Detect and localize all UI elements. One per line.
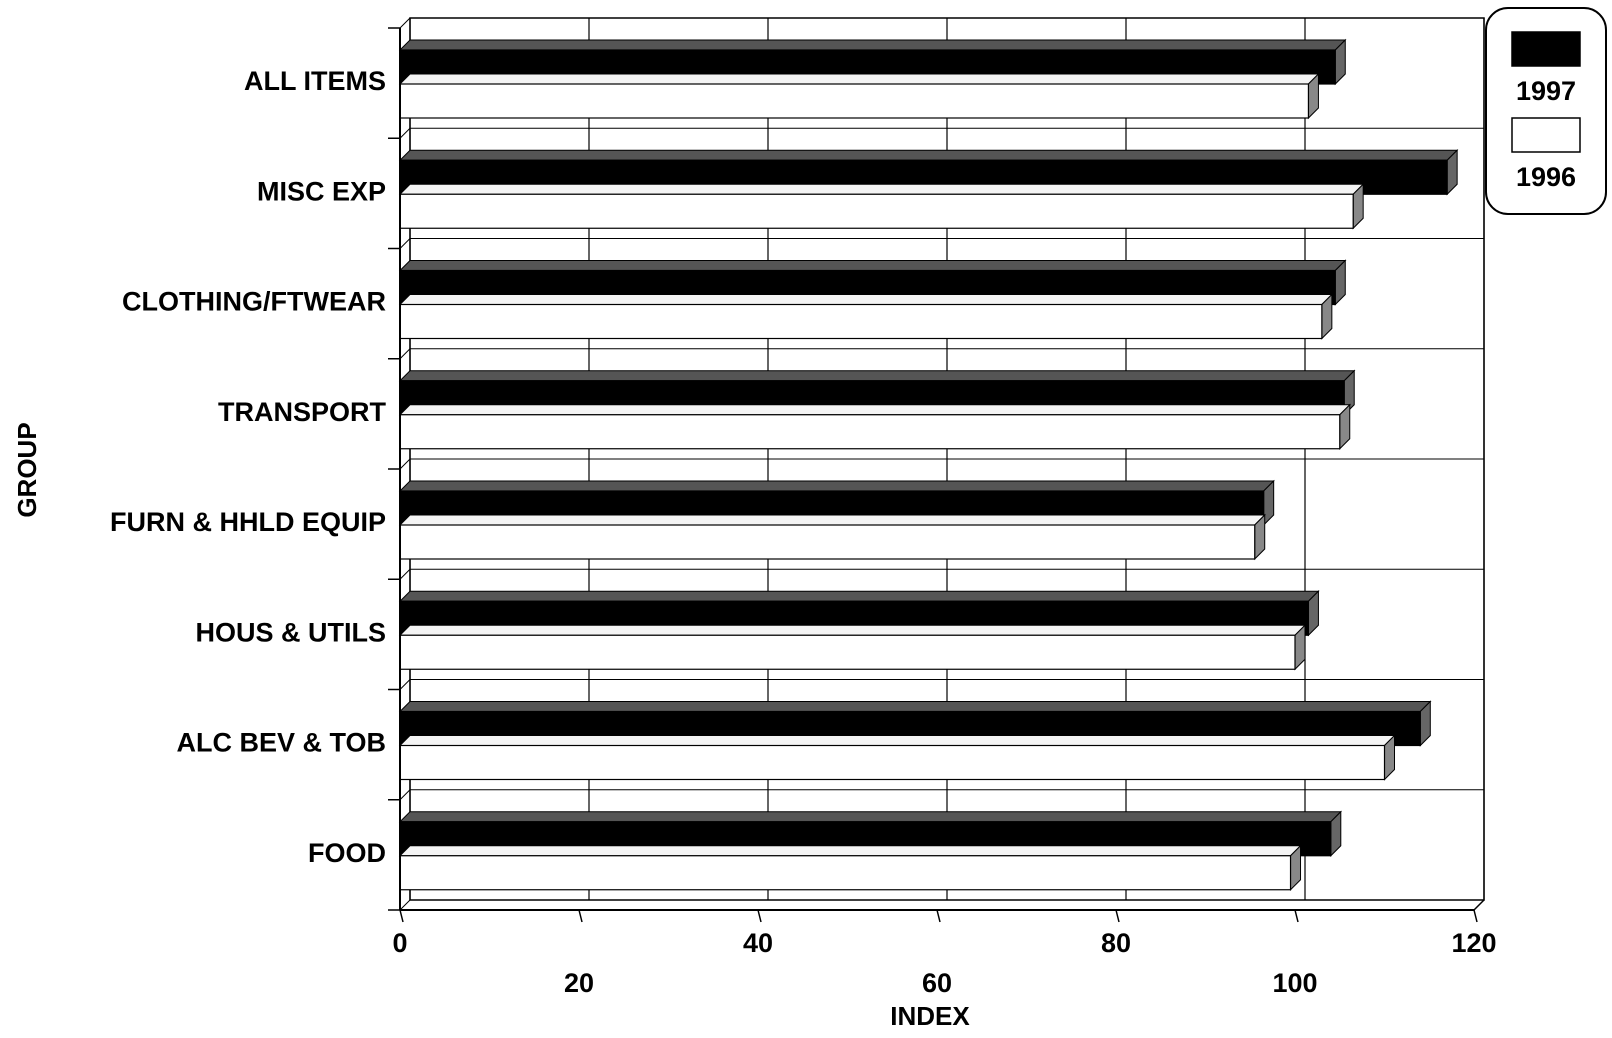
- bar-top-1996-4: [400, 515, 1265, 525]
- bar-top-1997-2: [400, 261, 1345, 271]
- bar-top-1996-5: [400, 625, 1305, 635]
- bar-1996-3: [400, 415, 1340, 449]
- legend-label-1996: 1996: [1516, 162, 1576, 192]
- x-tick-120: [1474, 910, 1477, 922]
- bar-top-1996-6: [400, 736, 1395, 746]
- category-label-7: FOOD: [308, 838, 386, 868]
- floor-edge-0: [400, 18, 410, 28]
- category-label-1: MISC EXP: [257, 176, 386, 206]
- bar-top-1997-3: [400, 371, 1354, 381]
- x-tick-label-100: 100: [1272, 968, 1317, 998]
- tick-labels: 0 20 40 60 80 100 120: [392, 928, 1496, 998]
- bars: [400, 40, 1457, 890]
- legend-swatch-1997: [1512, 32, 1580, 66]
- category-label-0: ALL ITEMS: [244, 66, 386, 96]
- legend-swatch-1996: [1512, 118, 1580, 152]
- bar-top-1996-1: [400, 184, 1363, 194]
- bar-1996-6: [400, 746, 1385, 780]
- floor-edge-2: [400, 239, 410, 249]
- x-tick-label-120: 120: [1451, 928, 1496, 958]
- legend-label-1997: 1997: [1516, 76, 1576, 106]
- category-label-5: HOUS & UTILS: [195, 617, 386, 647]
- legend: 1997 1996: [1486, 8, 1606, 214]
- category-labels: ALL ITEMS MISC EXP CLOTHING/FTWEAR TRANSPOR…: [110, 66, 387, 868]
- x-tick-40: [758, 910, 761, 922]
- bar-1996-7: [400, 856, 1291, 890]
- bar-1996-4: [400, 525, 1255, 559]
- category-label-6: ALC BEV & TOB: [176, 728, 386, 758]
- bar-top-1997-0: [400, 40, 1345, 50]
- floor-edge-7: [400, 790, 410, 800]
- category-label-4: FURN & HHLD EQUIP: [110, 507, 386, 537]
- x-tick-100: [1295, 910, 1298, 922]
- bar-1996-5: [400, 635, 1295, 669]
- x-tick-label-40: 40: [743, 928, 773, 958]
- bar-1996-0: [400, 84, 1308, 118]
- bar-top-1997-4: [400, 481, 1274, 491]
- x-tick-label-60: 60: [922, 968, 952, 998]
- category-label-3: TRANSPORT: [218, 397, 387, 427]
- y-axis-label: GROUP: [12, 422, 42, 517]
- bar-1996-1: [400, 194, 1353, 228]
- x-axis-corner: [1474, 900, 1484, 910]
- x-tick-0: [400, 910, 403, 922]
- bar-top-1996-3: [400, 405, 1350, 415]
- bar-top-1997-6: [400, 702, 1430, 712]
- bar-top-1996-2: [400, 295, 1332, 305]
- bar-1996-2: [400, 305, 1322, 339]
- bar-top-1996-7: [400, 846, 1301, 856]
- floor-edge-3: [400, 349, 410, 359]
- x-tick-label-0: 0: [392, 928, 407, 958]
- floor-edge-1: [400, 128, 410, 138]
- bar-top-1996-0: [400, 74, 1318, 84]
- x-tick-label-20: 20: [564, 968, 594, 998]
- x-tick-60: [937, 910, 940, 922]
- floor-edge-6: [400, 680, 410, 690]
- floor-edge-8: [400, 900, 410, 910]
- x-tick-80: [1116, 910, 1119, 922]
- floor-edge-5: [400, 569, 410, 579]
- x-axis-label: INDEX: [890, 1001, 970, 1031]
- floor-edge-4: [400, 459, 410, 469]
- bar-top-1997-1: [400, 150, 1457, 160]
- x-tick-20: [579, 910, 582, 922]
- x-tick-label-80: 80: [1101, 928, 1131, 958]
- category-label-2: CLOTHING/FTWEAR: [122, 287, 386, 317]
- bar-top-1997-7: [400, 812, 1341, 822]
- bar-top-1997-5: [400, 591, 1318, 601]
